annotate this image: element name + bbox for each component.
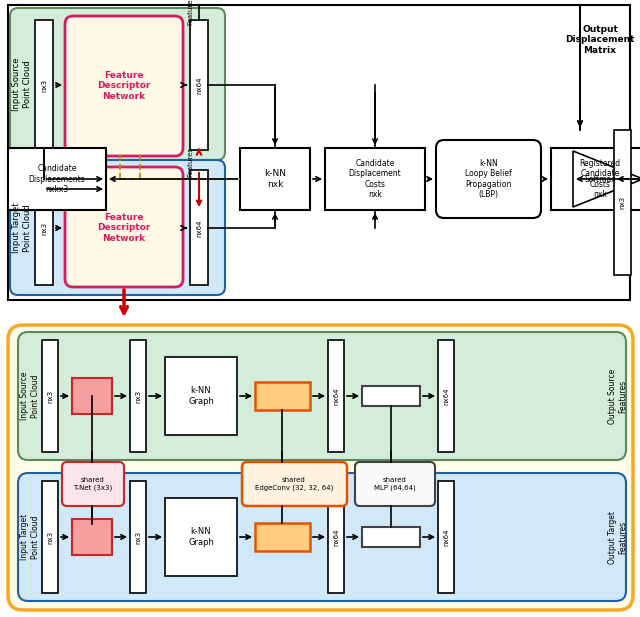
Bar [190, 20, 208, 150]
Text: Input Target
Point Cloud: Input Target Point Cloud [12, 203, 32, 253]
Bar [35, 170, 53, 285]
Text: k-NN
nxk: k-NN nxk [264, 169, 286, 189]
Text: Candidate
Displacement
Costs
nxk: Candidate Displacement Costs nxk [349, 159, 401, 199]
Bar [42, 481, 58, 593]
Bar [8, 148, 106, 210]
Text: k-NN
Graph: k-NN Graph [188, 386, 214, 406]
FancyBboxPatch shape [10, 160, 225, 295]
FancyBboxPatch shape [10, 8, 225, 160]
Text: Features: Features [187, 0, 193, 25]
Polygon shape [573, 151, 640, 207]
Text: Features: Features [187, 147, 193, 177]
FancyBboxPatch shape [18, 473, 626, 601]
Text: nx64: nx64 [196, 219, 202, 237]
Text: Feature
Descriptor
Network: Feature Descriptor Network [97, 71, 150, 101]
Bar [255, 523, 310, 551]
Bar [8, 5, 630, 300]
Bar [328, 481, 344, 593]
FancyBboxPatch shape [65, 16, 183, 156]
Text: Output Source
Features: Output Source Features [608, 368, 628, 424]
Text: nx3: nx3 [47, 531, 53, 544]
Text: Output
Displacement
Matrix: Output Displacement Matrix [565, 25, 635, 55]
Text: Candidate
Displacements
nxkx3: Candidate Displacements nxkx3 [29, 164, 85, 194]
Text: nx3: nx3 [41, 222, 47, 234]
Text: Feature
Descriptor
Network: Feature Descriptor Network [97, 213, 150, 243]
Bar [362, 386, 420, 406]
Text: nx3: nx3 [135, 531, 141, 544]
Bar [130, 340, 146, 452]
Text: nx3: nx3 [47, 389, 53, 402]
Text: nx64: nx64 [333, 528, 339, 546]
Bar [72, 378, 112, 414]
Text: Output Target
Features: Output Target Features [608, 510, 628, 563]
Bar [35, 20, 53, 150]
Text: Input Target
Point Cloud: Input Target Point Cloud [20, 514, 40, 560]
FancyBboxPatch shape [436, 140, 541, 218]
Bar [614, 130, 631, 275]
Bar [42, 340, 58, 452]
Text: k-NN
Loopy Belief
Propagation
(LBP): k-NN Loopy Belief Propagation (LBP) [465, 159, 512, 199]
FancyBboxPatch shape [8, 325, 633, 610]
Text: shared
MLP (64,64): shared MLP (64,64) [374, 478, 416, 491]
Text: nx3: nx3 [135, 389, 141, 402]
Text: nx3: nx3 [41, 78, 47, 91]
FancyBboxPatch shape [65, 167, 183, 287]
Text: nx3: nx3 [620, 196, 625, 209]
Bar [438, 481, 454, 593]
Bar [551, 148, 640, 210]
Bar [362, 527, 420, 547]
Bar [328, 340, 344, 452]
FancyBboxPatch shape [355, 462, 435, 506]
Bar [438, 340, 454, 452]
Text: Registered
Candidate
Costs
nxk: Registered Candidate Costs nxk [579, 159, 621, 199]
Bar [190, 170, 208, 285]
Bar [165, 357, 237, 435]
Text: Softmax: Softmax [584, 175, 616, 183]
FancyBboxPatch shape [62, 462, 124, 506]
Text: Input Source
Point Cloud: Input Source Point Cloud [20, 372, 40, 420]
Text: nx64: nx64 [443, 387, 449, 405]
Text: k-NN
Graph: k-NN Graph [188, 528, 214, 547]
FancyBboxPatch shape [242, 462, 347, 506]
Bar [130, 481, 146, 593]
Text: Input Source
Point Cloud: Input Source Point Cloud [12, 57, 32, 110]
Text: nx64: nx64 [443, 528, 449, 546]
Text: shared
EdgeConv (32, 32, 64): shared EdgeConv (32, 32, 64) [255, 478, 333, 491]
Bar [255, 382, 310, 410]
Bar [240, 148, 310, 210]
Text: shared
T-Net (3x3): shared T-Net (3x3) [74, 478, 113, 491]
Text: nx64: nx64 [333, 387, 339, 405]
Text: nx64: nx64 [196, 77, 202, 94]
FancyBboxPatch shape [18, 332, 626, 460]
Bar [325, 148, 425, 210]
Bar [72, 519, 112, 555]
Bar [165, 498, 237, 576]
